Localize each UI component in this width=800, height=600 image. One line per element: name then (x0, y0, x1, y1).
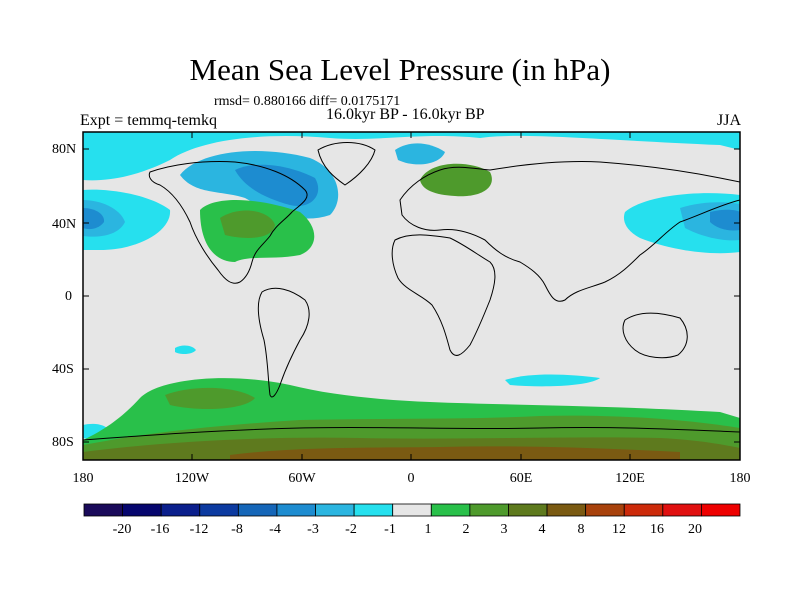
colorbar-box (122, 503, 162, 517)
colorbar-box (392, 503, 432, 517)
greenland-negative-core (235, 164, 319, 206)
south-america-coast (257, 287, 310, 398)
north-america-coast (148, 161, 308, 284)
colorbar-label: 1 (425, 522, 432, 537)
colorbar-label: -16 (151, 522, 170, 537)
axis-ticks (82, 132, 741, 460)
colorbar-box (160, 503, 201, 517)
period-line: 16.0kyr BP - 16.0kyr BP (326, 106, 485, 123)
colorbar-label: -1 (384, 522, 396, 537)
indian-ocean-negative (505, 374, 600, 387)
eurasia-coast (399, 161, 740, 302)
colorbar (83, 503, 741, 517)
colorbar-label: 20 (688, 522, 702, 537)
africa-coast (391, 234, 496, 356)
lon-label-180w: 180 (73, 471, 94, 486)
colorbar-label: -8 (231, 522, 243, 537)
greenland-coast (317, 142, 376, 186)
colorbar-label: 8 (578, 522, 585, 537)
colorbar-label: 12 (612, 522, 626, 537)
colorbar-label: -4 (269, 522, 281, 537)
antarctic-positive-core (230, 446, 680, 460)
lat-label-40s: 40S (52, 362, 74, 377)
lon-label-180e: 180 (730, 471, 751, 486)
north-america-positive-core (220, 210, 275, 238)
season-label: JJA (716, 112, 741, 129)
colorbar-box (546, 503, 587, 517)
stats-line: rmsd= 0.880166 diff= 0.0175171 (214, 94, 401, 109)
colorbar-box (508, 503, 548, 517)
colorbar-box (469, 503, 509, 517)
southern-ocean-positive-core (165, 387, 255, 410)
lat-label-80s: 80S (52, 435, 74, 450)
colorbar-box (623, 503, 664, 517)
colorbar-box (315, 503, 355, 517)
colorbar-label: 2 (463, 522, 470, 537)
north-pacific-east-negative-core (710, 209, 740, 231)
colorbar-label: -12 (190, 522, 209, 537)
colorbar-box (276, 503, 316, 517)
colorbar-box (662, 503, 702, 517)
colorbar-label: -20 (113, 522, 132, 537)
antarctica-coast (83, 426, 740, 441)
scandinavia-positive (420, 163, 492, 197)
colorbar-label: 4 (539, 522, 546, 537)
lon-label-120e: 120E (615, 471, 645, 486)
lon-label-60w: 60W (288, 471, 316, 486)
colorbar-label: 16 (650, 522, 664, 537)
pressure-field (83, 132, 740, 460)
lat-label-0: 0 (65, 289, 72, 304)
lon-label-60e: 60E (510, 471, 533, 486)
experiment-label: Expt = temmq-temkq (80, 112, 217, 129)
lat-label-40n: 40N (52, 217, 76, 232)
north-atlantic-negative (395, 143, 445, 165)
map-title: Mean Sea Level Pressure (in hPa) (189, 52, 611, 87)
colorbar-label: -2 (345, 522, 357, 537)
colorbar-box (353, 503, 394, 517)
lon-label-120w: 120W (175, 471, 210, 486)
colorbar-box (701, 503, 741, 517)
australia-coast (622, 312, 688, 359)
colorbar-box (585, 503, 625, 517)
colorbar-label: 3 (501, 522, 508, 537)
lat-label-80n: 80N (52, 142, 76, 157)
colorbar-box (199, 503, 239, 517)
coastlines (83, 142, 740, 441)
north-pacific-west-negative-core (83, 208, 105, 230)
south-pacific-small-negative (175, 345, 196, 355)
lon-label-0: 0 (408, 471, 415, 486)
colorbar-box (237, 503, 278, 517)
colorbar-label: -3 (307, 522, 319, 537)
colorbar-box (430, 503, 471, 517)
arctic-negative-anomaly (83, 132, 740, 181)
colorbar-box (83, 503, 123, 517)
